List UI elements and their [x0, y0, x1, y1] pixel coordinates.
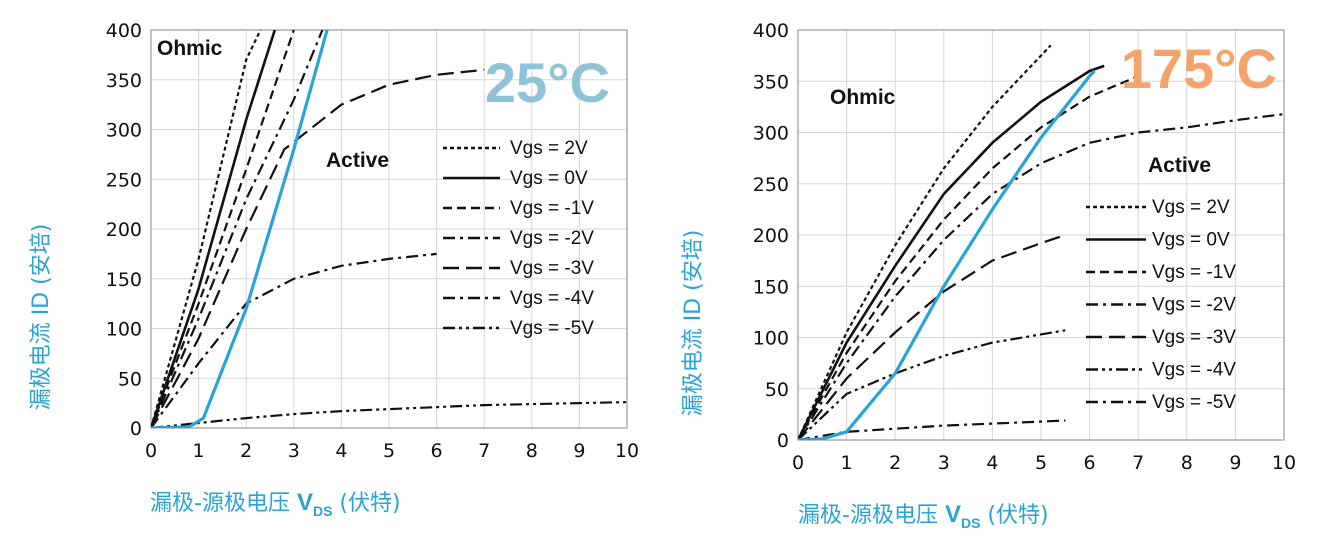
- legend-label: Vgs = -1V: [510, 198, 594, 219]
- curves: [798, 44, 1284, 440]
- x-tick-label: 9: [573, 440, 585, 462]
- y-tick-label: 200: [753, 225, 789, 247]
- series-curve-5: [798, 329, 1066, 440]
- series-curve-6: [798, 419, 1066, 440]
- y-tick-label: 0: [777, 430, 789, 452]
- series-curve-0: [798, 44, 1052, 440]
- series-curve-1: [798, 64, 1105, 440]
- plot-frame: [150, 29, 628, 429]
- x-tick-label: 4: [335, 440, 347, 462]
- y-tick-label: 150: [753, 276, 789, 298]
- y-tick-label: 200: [106, 219, 142, 241]
- active-region-label: Active: [326, 149, 389, 172]
- x-axis-label: 漏极-源极电压 VDS (伏特): [150, 489, 401, 519]
- x-tick-label: 8: [526, 440, 538, 462]
- legend-label: Vgs = -2V: [510, 228, 594, 249]
- x-tick-label: 0: [792, 452, 804, 474]
- x-axis-label: 漏极-源极电压 VDS (伏特): [798, 501, 1049, 531]
- series-curve-4: [151, 68, 485, 428]
- x-tick-label: 10: [615, 440, 639, 462]
- legend-label: Vgs = -4V: [510, 288, 594, 309]
- legend-label: Vgs = 2V: [1152, 197, 1230, 218]
- ohmic-region-label: Ohmic: [830, 86, 896, 109]
- x-tick-label: 3: [288, 440, 300, 462]
- active-region-label: Active: [1148, 154, 1211, 177]
- temperature-label: 175°C: [1121, 37, 1277, 100]
- legend-label: Vgs = -3V: [1152, 327, 1236, 348]
- x-tick-label: 0: [145, 440, 157, 462]
- y-tick-label: 250: [753, 174, 789, 196]
- curves: [151, 29, 627, 428]
- legend-label: Vgs = -5V: [510, 318, 594, 339]
- x-tick-label: 2: [889, 452, 901, 474]
- y-tick-label: 350: [106, 70, 142, 92]
- y-tick-label: 100: [753, 328, 789, 350]
- x-tick-label: 1: [841, 452, 853, 474]
- legend-label: Vgs = -3V: [510, 258, 594, 279]
- y-tick-label: 250: [106, 169, 142, 191]
- x-tick-label: 8: [1181, 452, 1193, 474]
- load-line-curve: [798, 69, 1096, 440]
- x-axis-label-subscript: DS: [961, 515, 980, 531]
- x-tick-label: 5: [1035, 452, 1047, 474]
- legend-label: Vgs = -5V: [1152, 392, 1236, 413]
- y-tick-label: 300: [753, 123, 789, 145]
- y-tick-label: 50: [118, 368, 142, 390]
- x-axis-label-symbol: V: [945, 501, 961, 528]
- x-tick-label: 9: [1229, 452, 1241, 474]
- x-axis-label-prefix: 漏极-源极电压: [798, 503, 945, 528]
- legend-label: Vgs = 0V: [1152, 230, 1230, 251]
- series-curve-6: [151, 401, 627, 428]
- temperature-label: 25°C: [485, 51, 610, 114]
- series-curve-1: [151, 29, 277, 428]
- x-tick-label: 1: [193, 440, 205, 462]
- x-axis-label-suffix: (伏特): [332, 491, 400, 516]
- y-axis-label: 漏极电流 ID (安培): [29, 224, 54, 411]
- y-axis-label: 漏极电流 ID (安培): [681, 230, 706, 417]
- x-tick-label: 4: [986, 452, 998, 474]
- legend-label: Vgs = 0V: [510, 168, 588, 189]
- x-tick-label: 7: [1132, 452, 1144, 474]
- series-curve-2: [151, 29, 295, 428]
- x-tick-label: 3: [938, 452, 950, 474]
- x-axis-label-subscript: DS: [313, 503, 332, 519]
- legend-label: Vgs = -4V: [1152, 360, 1236, 381]
- x-tick-label: 5: [383, 440, 395, 462]
- load-line-curve: [151, 29, 329, 428]
- legend: Vgs = 2V Vgs = 0V Vgs = -1V Vgs = -2V Vgs = …: [1086, 197, 1236, 413]
- y-tick-label: 100: [106, 319, 142, 341]
- series-curve-2: [798, 75, 1139, 440]
- plot-frame: [797, 29, 1285, 441]
- series-curve-4: [798, 233, 1066, 440]
- series-curve-0: [151, 29, 262, 428]
- y-tick-label: 150: [106, 269, 142, 291]
- chart-panel-0: 0 1 2 3 4 5 6 7 8 9 10050100150200250300350400Vgs …: [29, 20, 639, 519]
- legend-label: Vgs = -1V: [1152, 262, 1236, 283]
- x-axis-label-suffix: (伏特): [980, 503, 1048, 528]
- x-tick-label: 6: [431, 440, 443, 462]
- gridlines: [797, 29, 1285, 441]
- y-tick-label: 350: [753, 71, 789, 93]
- legend-label: Vgs = 2V: [510, 138, 588, 159]
- y-tick-label: 400: [106, 20, 142, 42]
- y-tick-label: 300: [106, 120, 142, 142]
- ohmic-region-label: Ohmic: [157, 37, 223, 60]
- x-tick-label: 6: [1084, 452, 1096, 474]
- y-tick-label: 0: [130, 418, 142, 440]
- x-tick-label: 10: [1272, 452, 1296, 474]
- legend-label: Vgs = -2V: [1152, 295, 1236, 316]
- series-curve-3: [151, 29, 324, 428]
- y-tick-label: 400: [753, 20, 789, 42]
- y-tick-label: 50: [765, 379, 789, 401]
- x-tick-label: 7: [478, 440, 490, 462]
- x-tick-label: 2: [240, 440, 252, 462]
- series-curve-5: [151, 252, 437, 428]
- x-axis-label-symbol: V: [297, 489, 313, 516]
- legend: Vgs = 2V Vgs = 0V Vgs = -1V Vgs = -2V Vgs = …: [443, 138, 594, 339]
- x-axis-label-prefix: 漏极-源极电压: [150, 491, 297, 516]
- chart-panel-1: 0 1 2 3 4 5 6 7 8 9 10050100150200250300350400Vgs …: [681, 20, 1296, 531]
